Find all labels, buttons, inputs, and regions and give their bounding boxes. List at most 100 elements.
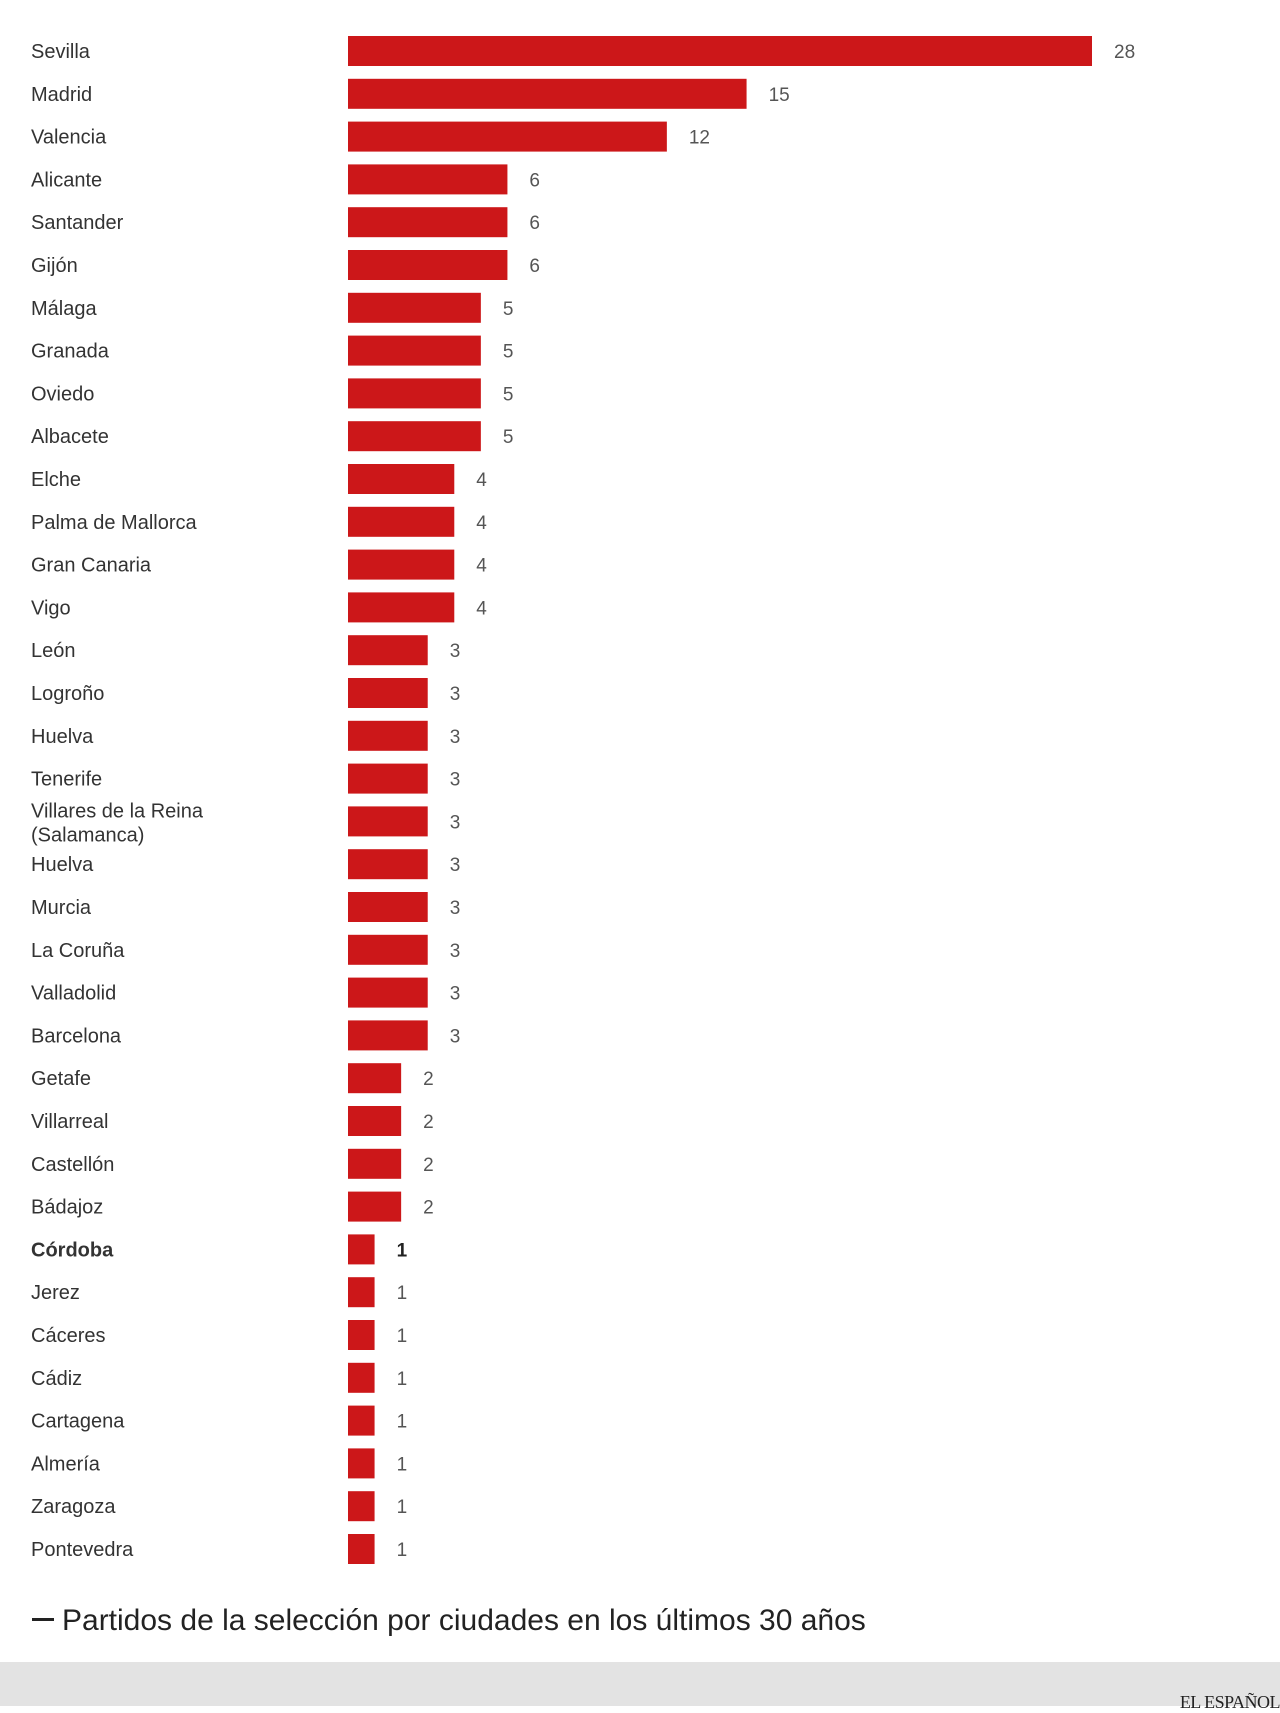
value-label-alicante-3: 6 [529,170,540,191]
bar-palma-de-mallorca-11 [348,506,455,537]
bar-valencia-2 [348,121,667,152]
bar-oviedo-8 [348,378,481,409]
value-label-granada-7: 5 [503,342,514,363]
value-label-caceres-30: 1 [397,1326,408,1347]
category-label-villarreal-25: Villarreal [31,1111,108,1133]
category-label-elche-10: Elche [31,469,81,491]
bar-cartagena-32 [348,1405,375,1436]
value-label-cadiz-31: 1 [397,1369,408,1390]
value-label-jerez-29: 1 [397,1283,408,1304]
value-label-gijon-5: 6 [529,256,540,277]
bar-santander-4 [348,207,508,238]
brand-logo: EL ESPAÑOL [1179,1692,1280,1712]
bar-vigo-13 [348,592,455,623]
value-label-malaga-6: 5 [503,299,514,320]
bar-jerez-29 [348,1277,375,1308]
footer-bar [0,1662,1280,1706]
category-label-getafe-24: Getafe [31,1068,91,1090]
value-label-badajoz-27: 2 [423,1198,434,1219]
bar-madrid-1 [348,78,747,109]
value-label-vigo-13: 4 [476,598,487,619]
value-label-almeria-33: 1 [397,1454,408,1475]
category-label-badajoz-27: Bádajoz [31,1197,103,1219]
category-label-granada-7: Granada [31,341,110,363]
caption-text: Partidos de la selección por ciudades en… [62,1604,866,1637]
category-label-sevilla-0: Sevilla [31,41,91,63]
category-label-tenerife-17: Tenerife [31,769,102,791]
category-label-jerez-29: Jerez [31,1282,80,1304]
value-label-murcia-20: 3 [450,898,461,919]
category-label-logrono-15: Logroño [31,683,104,705]
category-label-huelva-16: Huelva [31,726,94,748]
category-label-cadiz-31: Cádiz [31,1368,82,1390]
category-label-huelva-19: Huelva [31,854,94,876]
value-label-leon-14: 3 [450,641,461,662]
value-label-villarreal-25: 2 [423,1112,434,1133]
category-label-villares-de-la-reina-salamanca-18: Villares de la Reina (Salamanca) [31,800,204,846]
bar-getafe-24 [348,1063,402,1094]
value-label-getafe-24: 2 [423,1069,434,1090]
value-label-villares-de-la-reina-salamanca-18: 3 [450,812,461,833]
value-label-cartagena-32: 1 [397,1412,408,1433]
category-label-madrid-1: Madrid [31,84,92,106]
bar-huelva-19 [348,849,428,880]
bar-granada-7 [348,335,481,366]
chart-caption: Partidos de la selección por ciudades en… [32,1604,866,1638]
value-label-sevilla-0: 28 [1114,42,1135,63]
bar-sevilla-0 [348,36,1092,66]
category-label-valencia-2: Valencia [31,127,107,149]
bar-la-coruna-21 [348,934,428,965]
bar-leon-14 [348,635,428,666]
bar-cordoba-28 [348,1234,375,1265]
category-label-albacete-9: Albacete [31,426,109,448]
value-label-la-coruna-21: 3 [450,941,461,962]
bar-almeria-33 [348,1448,375,1479]
bar-barcelona-23 [348,1020,428,1051]
bar-villares-de-la-reina-salamanca-18 [348,806,428,837]
value-label-logrono-15: 3 [450,684,461,705]
category-label-la-coruna-21: La Coruña [31,940,125,962]
category-label-barcelona-23: Barcelona [31,1025,122,1047]
category-label-almeria-33: Almería [31,1453,101,1475]
bar-albacete-9 [348,421,481,452]
value-label-barcelona-23: 3 [450,1026,461,1047]
category-label-zaragoza-34: Zaragoza [31,1496,116,1518]
caption-dash-icon [32,1617,54,1621]
category-label-alicante-3: Alicante [31,169,102,191]
value-label-castellon-26: 2 [423,1155,434,1176]
value-label-madrid-1: 15 [769,85,790,106]
category-label-malaga-6: Málaga [31,298,97,320]
value-label-huelva-16: 3 [450,727,461,748]
bar-castellon-26 [348,1148,402,1179]
value-label-zaragoza-34: 1 [397,1497,408,1518]
category-label-oviedo-8: Oviedo [31,383,94,405]
bar-badajoz-27 [348,1191,402,1222]
bar-alicante-3 [348,164,508,195]
category-label-vigo-13: Vigo [31,597,71,619]
bar-logrono-15 [348,678,428,708]
bar-zaragoza-34 [348,1491,375,1522]
bar-elche-10 [348,464,455,494]
category-label-caceres-30: Cáceres [31,1325,105,1347]
category-label-leon-14: León [31,640,76,662]
value-label-gran-canaria-12: 4 [476,556,487,577]
value-label-tenerife-17: 3 [450,770,461,791]
value-label-valencia-2: 12 [689,128,710,149]
value-label-santander-4: 6 [529,213,540,234]
category-label-palma-de-mallorca-11: Palma de Mallorca [31,512,198,534]
value-label-albacete-9: 5 [503,427,514,448]
value-label-oviedo-8: 5 [503,384,514,405]
bar-caceres-30 [348,1320,375,1350]
bar-malaga-6 [348,292,481,323]
chart-area: Sevilla 28 Madrid 15 Valencia 12 Alicante 6 Sant… [31,36,1135,1564]
bar-huelva-16 [348,720,428,751]
value-label-pontevedra-35: 1 [397,1540,408,1561]
category-label-pontevedra-35: Pontevedra [31,1539,134,1561]
bar-tenerife-17 [348,763,428,794]
category-label-cordoba-28: Córdoba [31,1239,114,1261]
category-label-murcia-20: Murcia [31,897,92,919]
category-label-valladolid-22: Valladolid [31,983,116,1005]
value-label-elche-10: 4 [476,470,487,491]
value-label-palma-de-mallorca-11: 4 [476,513,487,534]
